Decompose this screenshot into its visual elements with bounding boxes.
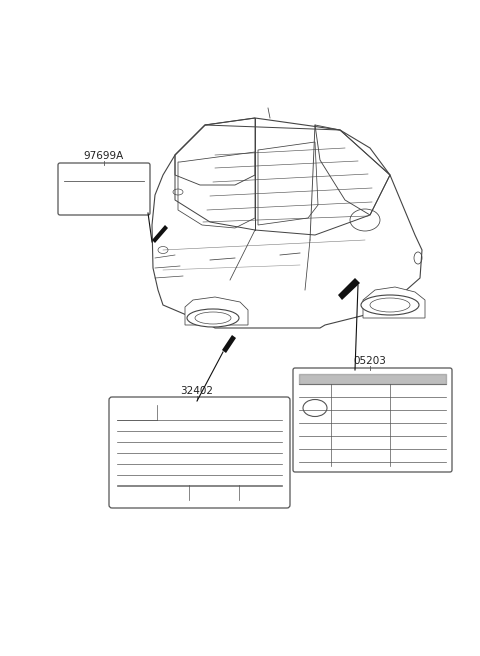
Text: 32402: 32402 [180,386,214,396]
Text: 97699A: 97699A [84,151,124,161]
Polygon shape [363,287,425,318]
Polygon shape [185,297,248,325]
Polygon shape [152,225,168,243]
Polygon shape [338,278,360,300]
Text: 05203: 05203 [354,356,386,366]
Ellipse shape [187,309,239,327]
Ellipse shape [361,295,419,315]
Polygon shape [222,335,236,353]
